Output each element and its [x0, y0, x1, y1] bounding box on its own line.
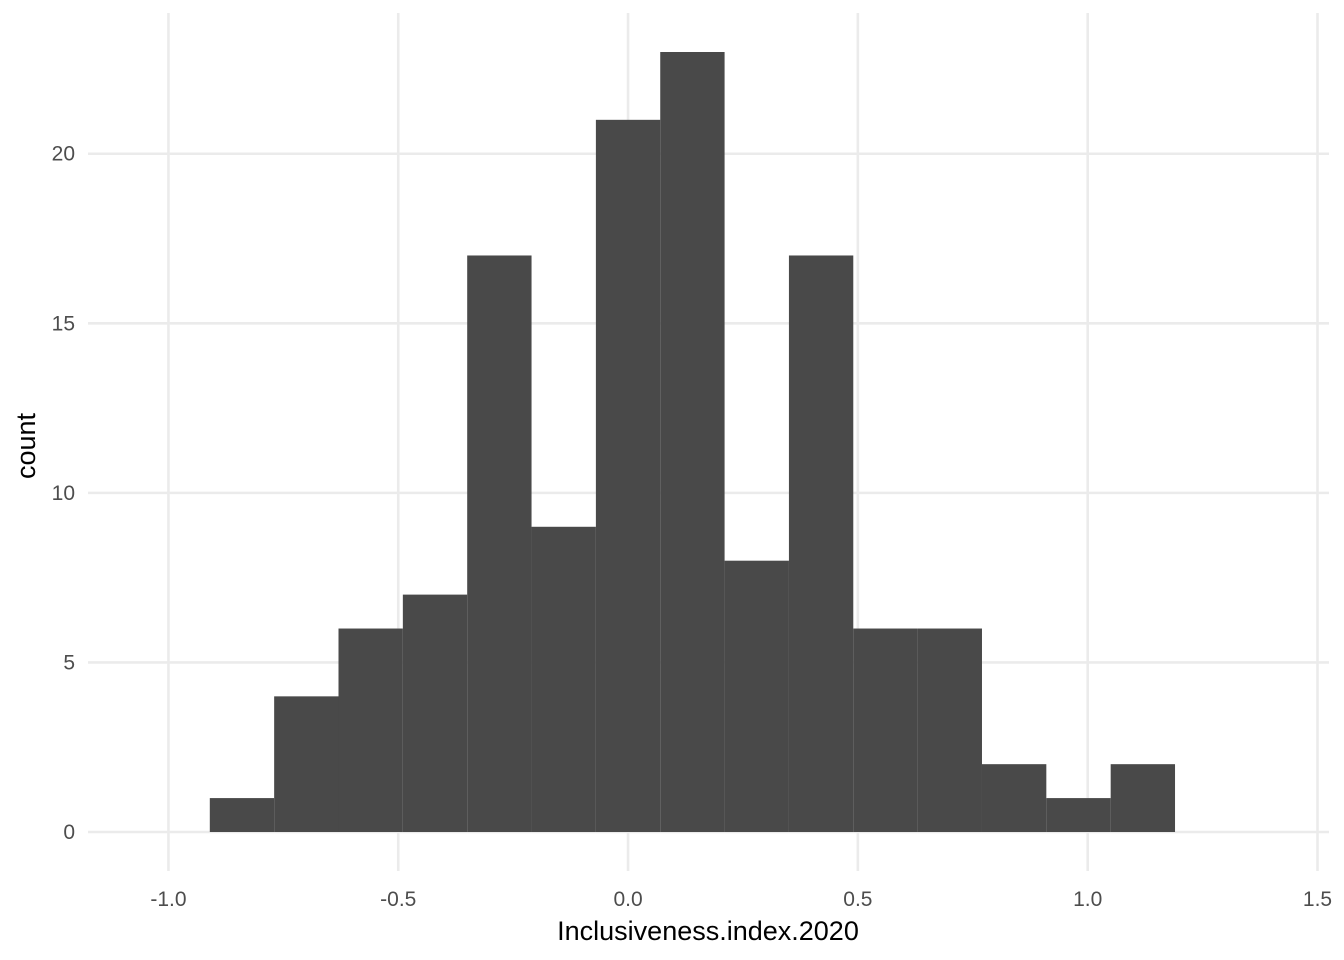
y-tick-label: 15: [52, 312, 75, 335]
histogram-bar: [1046, 798, 1111, 832]
histogram-bar: [1110, 764, 1176, 832]
histogram-bar: [981, 764, 1047, 832]
y-axis-title: count: [11, 412, 41, 479]
histogram-bars: [209, 52, 1176, 832]
x-tick-label: -0.5: [380, 888, 416, 911]
x-tick-label: 0.5: [843, 888, 872, 911]
histogram-bar: [595, 119, 661, 832]
x-tick-label: 1.0: [1073, 888, 1102, 911]
x-axis-tick-labels: -1.0 -0.5 0.0 0.5 1.0 1.5: [150, 888, 1332, 911]
y-tick-label: 20: [52, 143, 75, 166]
y-tick-label: 10: [52, 482, 75, 505]
y-tick-label: 5: [63, 651, 75, 674]
histogram-bar: [724, 560, 789, 832]
histogram-bar: [274, 696, 339, 832]
histogram-bar: [338, 628, 403, 832]
histogram-bar: [853, 628, 918, 832]
y-tick-label: 0: [63, 821, 75, 844]
histogram-bar: [209, 798, 275, 832]
histogram-bar: [917, 628, 982, 832]
histogram-bar: [531, 526, 596, 832]
x-tick-label: 0.0: [613, 888, 642, 911]
x-tick-label: 1.5: [1303, 888, 1332, 911]
x-axis-title: Inclusiveness.index.2020: [557, 916, 859, 946]
y-axis-tick-labels: 0 5 10 15 20: [52, 143, 75, 844]
histogram-bar: [402, 594, 468, 832]
x-tick-label: -1.0: [150, 888, 186, 911]
histogram-bar: [660, 52, 725, 832]
histogram-bar: [467, 255, 532, 832]
histogram-bar: [788, 255, 854, 832]
